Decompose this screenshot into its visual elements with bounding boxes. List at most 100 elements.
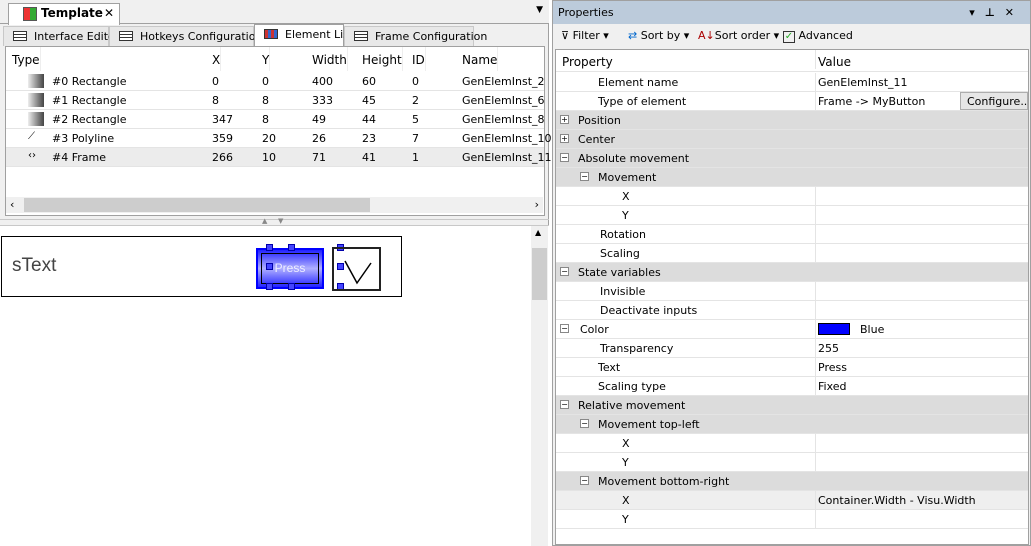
- configure-button[interactable]: Configure...: [960, 92, 1028, 110]
- property-row[interactable]: Rotation: [556, 225, 1028, 244]
- cell-height: 45: [362, 94, 376, 107]
- scroll-up-icon[interactable]: ▲: [535, 228, 542, 237]
- collapse-up-icon[interactable]: ▲: [262, 217, 268, 225]
- document-tab-title: Template: [41, 6, 103, 20]
- property-row[interactable]: Y: [556, 206, 1028, 225]
- splitter[interactable]: ▲ ▼: [0, 217, 549, 226]
- column-divider[interactable]: [815, 50, 816, 69]
- vertical-scrollbar[interactable]: ▲: [531, 226, 548, 546]
- property-row[interactable]: + Position: [556, 111, 1028, 130]
- collapse-icon[interactable]: −: [580, 476, 589, 485]
- property-row[interactable]: X: [556, 187, 1028, 206]
- sort-by-icon: ⇄: [628, 29, 638, 42]
- resize-handle[interactable]: [337, 263, 344, 270]
- collapse-down-icon[interactable]: ▼: [278, 217, 284, 225]
- resize-handle[interactable]: [266, 263, 273, 270]
- column-header-x[interactable]: X: [212, 47, 222, 71]
- tab-hotkeys-configuration[interactable]: Hotkeys Configuration: [109, 26, 262, 46]
- property-value[interactable]: Frame -> MyButton: [818, 95, 926, 108]
- property-row[interactable]: + Center: [556, 130, 1028, 149]
- horizontal-scrollbar[interactable]: ‹ ›: [6, 197, 543, 213]
- sort-by-button[interactable]: ⇄ Sort by ▾: [628, 29, 690, 42]
- property-row[interactable]: Y: [556, 453, 1028, 472]
- resize-handle[interactable]: [288, 283, 295, 290]
- collapse-icon[interactable]: −: [560, 400, 569, 409]
- column-header-value[interactable]: Value: [818, 55, 851, 69]
- property-value[interactable]: Blue: [860, 323, 885, 336]
- column-header-width[interactable]: Width: [312, 47, 348, 71]
- color-swatch[interactable]: [818, 323, 850, 335]
- property-value[interactable]: Container.Width - Visu.Width: [818, 494, 976, 507]
- property-row[interactable]: Y: [556, 510, 1028, 529]
- tab-menu-icon[interactable]: ▼: [536, 5, 543, 15]
- property-row[interactable]: − Relative movement: [556, 396, 1028, 415]
- collapse-icon[interactable]: −: [560, 267, 569, 276]
- resize-handle[interactable]: [266, 283, 273, 290]
- column-divider: [815, 358, 816, 377]
- table-row[interactable]: #0 Rectangle 0 0 400 60 0 GenElemInst_2: [6, 72, 545, 91]
- column-header-y[interactable]: Y: [262, 47, 271, 71]
- property-row[interactable]: Text Press: [556, 358, 1028, 377]
- property-row[interactable]: − Movement bottom-right: [556, 472, 1028, 491]
- collapse-icon[interactable]: −: [580, 172, 589, 181]
- property-row[interactable]: X: [556, 434, 1028, 453]
- tab-element-list[interactable]: Element List: [254, 24, 353, 46]
- scroll-thumb[interactable]: [532, 248, 547, 300]
- cell-y: 8: [262, 113, 269, 126]
- scroll-thumb[interactable]: [24, 198, 370, 212]
- property-name: Deactivate inputs: [600, 304, 698, 317]
- property-row[interactable]: X Container.Width - Visu.Width: [556, 491, 1028, 510]
- property-value[interactable]: Press: [818, 361, 847, 374]
- table-row[interactable]: #2 Rectangle 347 8 49 44 5 GenElemInst_8: [6, 110, 545, 129]
- collapse-icon[interactable]: −: [560, 324, 569, 333]
- column-divider: [815, 92, 816, 111]
- filter-button[interactable]: ⊽ Filter ▾: [561, 29, 609, 42]
- collapse-icon[interactable]: −: [580, 419, 589, 428]
- cell-id: 0: [412, 75, 419, 88]
- sort-order-button[interactable]: A↓Sort order ▾: [698, 29, 780, 42]
- expand-icon[interactable]: +: [560, 115, 569, 124]
- property-row[interactable]: Scaling: [556, 244, 1028, 263]
- resize-handle[interactable]: [288, 244, 295, 251]
- property-row[interactable]: − Color Blue: [556, 320, 1028, 339]
- property-row[interactable]: − Movement: [556, 168, 1028, 187]
- table-row[interactable]: ⟋ #3 Polyline 359 20 26 23 7 GenElemInst_10: [6, 129, 552, 148]
- close-icon[interactable]: ✕: [1004, 6, 1024, 19]
- property-row[interactable]: − Absolute movement: [556, 149, 1028, 168]
- collapse-icon[interactable]: −: [560, 153, 569, 162]
- property-row[interactable]: Transparency 255: [556, 339, 1028, 358]
- property-row[interactable]: − Movement top-left: [556, 415, 1028, 434]
- rectangle-element[interactable]: sText Press: [1, 236, 402, 297]
- pin-icon[interactable]: ⊥: [984, 6, 1005, 19]
- scroll-right-icon[interactable]: ›: [534, 198, 539, 211]
- property-value[interactable]: 255: [818, 342, 839, 355]
- property-row[interactable]: Type of element Frame -> MyButton Configur…: [556, 92, 1028, 111]
- column-header-property[interactable]: Property: [562, 55, 613, 69]
- table-row[interactable]: #1 Rectangle 8 8 333 45 2 GenElemInst_6: [6, 91, 545, 110]
- property-row[interactable]: Invisible: [556, 282, 1028, 301]
- column-divider: [815, 244, 816, 263]
- text-element[interactable]: sText: [12, 255, 57, 276]
- resize-handle[interactable]: [266, 244, 273, 251]
- property-value[interactable]: GenElemInst_11: [818, 76, 908, 89]
- close-icon[interactable]: ✕: [103, 6, 114, 20]
- tab-frame-configuration[interactable]: Frame Configuration: [344, 26, 487, 46]
- advanced-checkbox[interactable]: ✓ Advanced: [783, 29, 853, 43]
- property-row[interactable]: − State variables: [556, 263, 1028, 282]
- scroll-left-icon[interactable]: ‹: [10, 198, 15, 211]
- column-header-id[interactable]: ID: [412, 47, 426, 71]
- property-row[interactable]: Deactivate inputs: [556, 301, 1028, 320]
- property-row[interactable]: Scaling type Fixed: [556, 377, 1028, 396]
- panel-menu-icon[interactable]: ▾: [969, 6, 985, 19]
- column-header-type[interactable]: Type: [12, 47, 41, 71]
- table-row[interactable]: ‹› #4 Frame 266 10 71 41 1 GenElemInst_11: [6, 148, 552, 167]
- property-value[interactable]: Fixed: [818, 380, 847, 393]
- document-tab-template[interactable]: Template ✕: [8, 3, 120, 25]
- checkmark-polyline-element[interactable]: [332, 247, 381, 291]
- tab-interface-editor[interactable]: Interface Editor: [3, 26, 119, 46]
- property-row[interactable]: Element name GenElemInst_11: [556, 73, 1028, 92]
- expand-icon[interactable]: +: [560, 134, 569, 143]
- column-header-height[interactable]: Height: [362, 47, 403, 71]
- column-header-name[interactable]: Name: [462, 47, 499, 71]
- visualization-canvas[interactable]: sText Press ▲: [0, 226, 549, 546]
